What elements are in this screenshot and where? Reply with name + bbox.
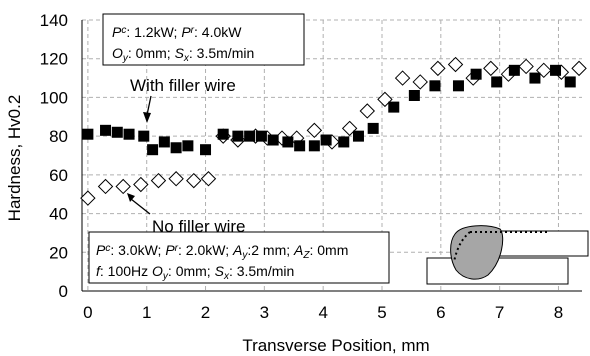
y-tick-label: 140: [40, 11, 68, 30]
params-line: f: 100Hz Oy: 0mm; Sx: 3.5m/min: [96, 263, 294, 282]
annotation-no-filler-wire: No filler wire: [152, 217, 246, 236]
x-axis-title: Transverse Position, mm: [242, 336, 429, 355]
data-point-with-filler: [308, 140, 320, 152]
data-point-no-filler: [186, 172, 202, 189]
data-point-with-filler: [529, 72, 541, 84]
params-line: Pc: 1.2kW; Pr: 4.0kW: [112, 24, 242, 40]
data-point-no-filler: [483, 60, 499, 77]
params-box-frame: [88, 231, 390, 284]
data-point-with-filler: [267, 134, 279, 146]
x-tick-label: 2: [201, 303, 210, 322]
data-point-with-filler: [429, 80, 441, 92]
params-line: Pc: 3.0kW; Pr: 2.0kW; Ay:2 mm; AZ: 0mm: [96, 242, 348, 261]
y-tick-label: 80: [49, 127, 68, 146]
data-point-with-filler: [452, 80, 464, 92]
y-tick-label: 100: [40, 88, 68, 107]
y-tick-labels: 0 20 40 60 80 100 120 140: [40, 11, 68, 301]
x-tick-label: 1: [142, 303, 151, 322]
data-point-with-filler: [508, 64, 520, 76]
data-point-with-filler: [388, 101, 400, 113]
x-tick-label: 5: [377, 303, 386, 322]
y-tick-label: 40: [49, 205, 68, 224]
x-tick-label: 3: [260, 303, 269, 322]
arrowhead-icon: [143, 112, 151, 123]
data-point-with-filler: [491, 76, 503, 88]
data-point-no-filler: [359, 103, 376, 119]
data-point-with-filler: [158, 136, 170, 148]
data-point-with-filler: [138, 130, 150, 142]
y-axis-title: Hardness, Hv0.2: [5, 95, 24, 222]
data-point-with-filler: [182, 140, 194, 152]
annotation-with-filler-wire: With filler wire: [130, 76, 236, 95]
data-point-with-filler: [217, 128, 229, 140]
joint-cross-section-illustration: [426, 225, 589, 285]
data-point-no-filler: [306, 122, 323, 139]
data-point-no-filler: [447, 56, 464, 73]
data-point-with-filler: [100, 124, 112, 136]
data-point-with-filler: [408, 89, 420, 101]
data-point-with-filler: [367, 122, 379, 134]
data-point-with-filler: [123, 128, 135, 140]
x-tick-label: 6: [436, 303, 445, 322]
data-point-with-filler: [352, 130, 364, 142]
data-point-no-filler: [168, 171, 184, 187]
x-tick-label: 4: [318, 303, 327, 322]
y-tick-label: 120: [40, 50, 68, 69]
data-point-with-filler: [170, 142, 182, 154]
data-point-with-filler: [564, 76, 576, 88]
data-point-no-filler: [150, 172, 167, 189]
arrowhead-icon: [127, 193, 135, 202]
data-point-no-filler: [133, 176, 149, 193]
params-box-no-filler: Pc: 3.0kW; Pr: 2.0kW; Ay:2 mm; AZ: 0mm f:…: [88, 231, 390, 284]
params-line: Oy: 0mm; Sx: 3.5m/min: [112, 45, 254, 64]
data-point-with-filler: [232, 130, 244, 142]
x-tick-label: 0: [83, 303, 92, 322]
data-point-no-filler: [394, 70, 411, 86]
data-point-with-filler: [282, 136, 294, 148]
data-point-with-filler: [244, 130, 256, 142]
data-point-with-filler: [255, 130, 267, 142]
x-tick-label: 7: [495, 303, 504, 322]
data-point-no-filler: [412, 74, 428, 90]
data-point-with-filler: [82, 128, 94, 140]
data-point-with-filler: [200, 144, 212, 156]
data-point-with-filler: [147, 144, 159, 156]
x-tick-label: 8: [554, 303, 563, 322]
params-box-with-filler: Pc: 1.2kW; Pr: 4.0kW Oy: 0mm; Sx: 3.5m/mi…: [102, 13, 305, 66]
data-point-with-filler: [470, 68, 482, 80]
y-tick-label: 0: [59, 282, 68, 301]
y-tick-label: 20: [49, 243, 68, 262]
data-point-no-filler: [518, 58, 534, 75]
data-point-no-filler: [430, 60, 446, 77]
data-point-with-filler: [111, 126, 123, 138]
series-with-filler-wire: [82, 64, 576, 156]
data-point-no-filler: [115, 178, 131, 195]
hardness-path-curve: [453, 231, 471, 263]
data-point-with-filler: [294, 140, 306, 152]
data-point-no-filler: [97, 178, 114, 195]
data-point-no-filler: [571, 60, 587, 77]
data-point-no-filler: [80, 190, 96, 206]
params-box-frame: [102, 13, 305, 66]
data-point-with-filler: [320, 134, 332, 146]
annotation-arrow-no-filler: [130, 198, 151, 215]
data-point-with-filler: [338, 136, 350, 148]
y-tick-label: 60: [49, 166, 68, 185]
data-point-with-filler: [550, 64, 562, 76]
x-tick-labels: 0 1 2 3 4 5 6 7 8: [83, 303, 563, 322]
annotation-arrow-with-filler: [146, 95, 152, 116]
weld-bead: [450, 225, 504, 280]
data-point-no-filler: [200, 171, 217, 187]
